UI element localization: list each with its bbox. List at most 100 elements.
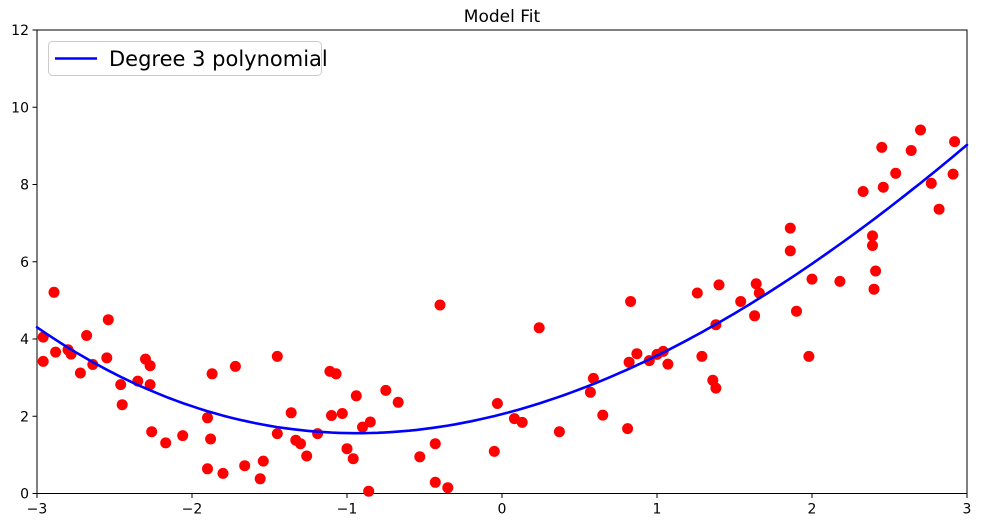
scatter-point bbox=[662, 358, 674, 370]
scatter-point bbox=[803, 350, 815, 362]
y-tick-label: 12 bbox=[11, 23, 29, 39]
chart-title: Model Fit bbox=[464, 7, 541, 27]
scatter-point bbox=[144, 360, 156, 372]
scatter-point bbox=[115, 379, 127, 391]
scatter-point bbox=[144, 379, 156, 391]
scatter-point bbox=[206, 368, 218, 380]
scatter-point bbox=[905, 145, 917, 156]
scatter-point bbox=[710, 382, 722, 394]
scatter-point bbox=[177, 430, 189, 442]
scatter-point bbox=[623, 356, 635, 368]
scatter-point bbox=[749, 310, 761, 322]
scatter-point bbox=[870, 265, 882, 277]
scatter-point bbox=[622, 423, 634, 435]
scatter-point bbox=[239, 460, 251, 472]
scatter-point bbox=[442, 482, 454, 494]
scatter-point bbox=[364, 416, 376, 428]
scatter-point bbox=[254, 473, 266, 485]
scatter-point bbox=[37, 355, 49, 367]
scatter-point bbox=[784, 245, 796, 257]
scatter-point bbox=[735, 296, 747, 307]
fit-curve bbox=[35, 143, 969, 435]
scatter-point bbox=[271, 428, 283, 440]
scatter-point bbox=[784, 222, 796, 234]
scatter-point bbox=[713, 279, 725, 291]
scatter-point bbox=[326, 410, 337, 421]
scatter-point bbox=[146, 426, 158, 438]
scatter-point bbox=[229, 360, 241, 372]
scatter-point bbox=[202, 463, 213, 475]
scatter-point bbox=[890, 167, 902, 179]
scatter-point bbox=[533, 322, 545, 334]
scatter-point bbox=[947, 168, 959, 180]
x-tick-label: −2 bbox=[182, 502, 203, 518]
x-tick-label: 2 bbox=[808, 502, 817, 518]
scatter-point bbox=[867, 230, 878, 242]
scatter-point bbox=[867, 240, 878, 251]
y-axis-ticks: 0 2 4 6 8 10 12 bbox=[11, 23, 37, 503]
scatter-point bbox=[429, 476, 441, 488]
scatter-point bbox=[631, 348, 643, 360]
scatter-point bbox=[488, 445, 500, 457]
scatter-point bbox=[336, 408, 348, 419]
scatter-point bbox=[584, 386, 596, 398]
scatter-point bbox=[202, 412, 213, 424]
scatter-point bbox=[597, 409, 609, 421]
scatter-point bbox=[363, 485, 375, 497]
fit-curve-path bbox=[35, 143, 969, 435]
axes-frame bbox=[36, 29, 968, 494]
scatter-point bbox=[350, 390, 362, 402]
legend: Degree 3 polynomial bbox=[48, 41, 328, 76]
scatter-point bbox=[696, 350, 708, 362]
scatter-point bbox=[301, 450, 313, 462]
scatter-point bbox=[915, 124, 926, 136]
x-axis-ticks: −3 −2 −1 0 1 2 3 bbox=[27, 493, 972, 518]
scatter-point bbox=[341, 443, 353, 455]
scatter-point bbox=[429, 438, 441, 450]
scatter-point bbox=[868, 283, 880, 295]
scatter-point bbox=[81, 330, 93, 341]
scatter-point bbox=[357, 421, 368, 433]
x-tick-label: −3 bbox=[27, 502, 48, 518]
scatter-point bbox=[553, 426, 565, 438]
x-tick-label: 3 bbox=[963, 502, 972, 518]
y-tick-label: 2 bbox=[20, 409, 29, 425]
x-tick-label: 0 bbox=[498, 502, 507, 518]
scatter-point bbox=[102, 314, 114, 326]
scatter-point bbox=[116, 399, 128, 411]
scatter-point bbox=[587, 372, 599, 384]
scatter-points bbox=[37, 124, 961, 497]
scatter-point bbox=[101, 352, 113, 364]
scatter-point bbox=[285, 407, 297, 419]
scatter-point bbox=[834, 275, 846, 287]
scatter-point bbox=[691, 287, 703, 299]
legend-label: Degree 3 polynomial bbox=[109, 47, 328, 71]
scatter-point bbox=[205, 433, 217, 445]
scatter-point bbox=[48, 286, 60, 298]
scatter-point bbox=[217, 467, 229, 479]
scatter-point bbox=[312, 428, 324, 440]
scatter-point bbox=[50, 346, 62, 358]
scatter-point bbox=[392, 396, 404, 408]
scatter-point bbox=[271, 350, 283, 362]
y-tick-label: 10 bbox=[11, 100, 29, 116]
y-tick-label: 0 bbox=[20, 487, 29, 503]
scatter-point bbox=[949, 136, 961, 148]
y-tick-label: 6 bbox=[20, 255, 29, 271]
scatter-point bbox=[516, 416, 528, 428]
scatter-point bbox=[791, 305, 802, 317]
x-tick-label: −1 bbox=[337, 502, 358, 518]
scatter-point bbox=[806, 273, 818, 285]
scatter-point bbox=[414, 451, 426, 463]
scatter-point bbox=[257, 455, 269, 467]
scatter-point bbox=[625, 296, 637, 307]
scatter-point bbox=[491, 398, 503, 409]
scatter-point bbox=[330, 368, 342, 380]
scatter-point bbox=[857, 186, 869, 197]
y-tick-label: 4 bbox=[20, 332, 29, 348]
scatter-point bbox=[933, 203, 945, 215]
scatter-point bbox=[160, 437, 172, 449]
scatter-point bbox=[347, 453, 359, 465]
